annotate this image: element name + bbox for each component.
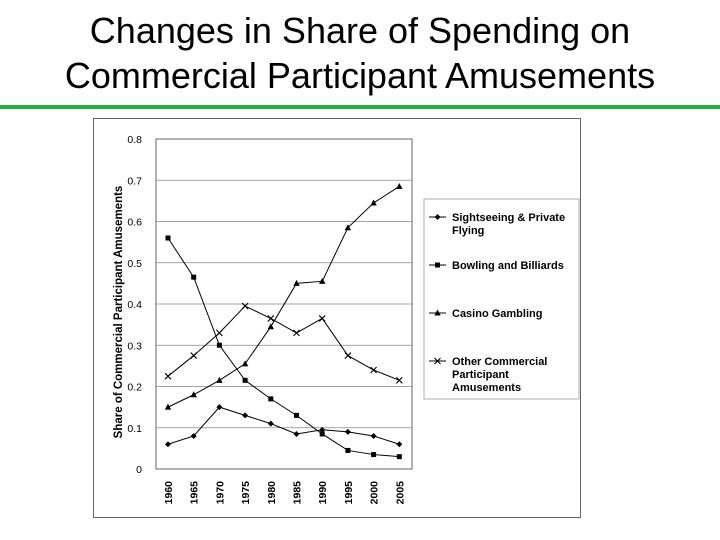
data-point-series-4 [293, 329, 300, 337]
data-point-series-3 [267, 323, 274, 330]
x-tick-label: 1970 [214, 481, 226, 505]
data-point-series-2 [345, 447, 351, 453]
legend-label: Amusements [452, 382, 521, 394]
x-tick-label: 1975 [240, 481, 252, 505]
data-point-series-3 [344, 224, 352, 231]
data-point-series-2 [216, 342, 222, 348]
x-tick-label: 1995 [343, 481, 355, 505]
series-line-4 [167, 305, 400, 381]
data-point-series-1 [242, 412, 249, 419]
data-point-series-4 [164, 372, 172, 380]
data-point-series-2 [242, 377, 248, 383]
data-point-series-1 [344, 428, 351, 435]
data-point-series-2 [268, 396, 274, 402]
data-point-series-4 [241, 302, 249, 310]
data-point-series-2 [396, 454, 402, 460]
chart-frame: 0 0.1 0.2 0.3 0.4 0.5 0.6 0.7 0.8 Share of Commer… [93, 118, 581, 518]
data-point-series-1 [165, 441, 171, 448]
y-tick-label: 0.1 [127, 423, 142, 435]
data-point-series-1 [396, 441, 403, 448]
data-point-series-3 [164, 403, 172, 410]
legend-label: Participant [452, 369, 509, 381]
x-tick-label: 1990 [317, 481, 329, 505]
y-tick-label: 0 [136, 464, 142, 476]
y-tick-label: 0.8 [127, 134, 142, 146]
series-line-2 [167, 237, 400, 458]
data-point-series-1 [370, 433, 377, 439]
y-tick-label: 0.7 [127, 175, 142, 187]
data-point-series-1 [190, 433, 197, 439]
y-axis-label: Share of Commercial Participant Amusemen… [113, 186, 125, 439]
x-tick-label: 2005 [394, 481, 406, 505]
legend-swatch-marker [434, 309, 441, 316]
data-point-series-2 [319, 431, 325, 437]
data-point-series-2 [371, 452, 377, 458]
data-point-series-1 [293, 430, 300, 437]
legend-label: Bowling and Billiards [452, 260, 564, 272]
legend-label: Other Commercial [452, 356, 547, 368]
legend-swatch-marker [435, 262, 440, 268]
data-point-series-4 [395, 376, 403, 384]
series-line-3 [167, 186, 400, 408]
legend-label: Sightseeing & Private [452, 212, 565, 224]
data-point-series-3 [370, 199, 377, 206]
x-tick-label: 1985 [292, 481, 304, 505]
data-point-series-3 [216, 376, 223, 383]
y-tick-label: 0.6 [127, 217, 142, 229]
legend-swatch-marker [434, 214, 441, 220]
legend-swatch-marker [434, 357, 441, 365]
page-title: Changes in Share of Spending on Commerci… [0, 8, 720, 98]
y-tick-label: 0.2 [127, 382, 142, 394]
y-tick-label: 0.4 [127, 299, 142, 311]
legend-box [423, 198, 580, 400]
title-divider [0, 105, 720, 109]
y-tick-label: 0.3 [127, 340, 142, 352]
legend-label: Casino Gambling [452, 308, 542, 320]
data-point-series-2 [165, 235, 171, 241]
data-point-series-3 [241, 360, 249, 367]
page-title-line-2: Commercial Participant Amusements [64, 55, 656, 96]
data-point-series-4 [267, 315, 275, 322]
x-tick-label: 1960 [163, 481, 175, 505]
x-tick-label: 2000 [369, 481, 381, 505]
data-point-series-2 [191, 274, 197, 280]
legend-label: Flying [452, 225, 484, 237]
data-point-series-3 [319, 277, 326, 284]
x-tick-label: 1965 [189, 481, 201, 505]
data-point-series-4 [216, 329, 223, 337]
page-title-line-1: Changes in Share of Spending on [89, 10, 631, 51]
data-point-series-2 [294, 412, 299, 418]
data-point-series-3 [293, 279, 300, 286]
data-point-series-3 [190, 391, 197, 398]
series-line-1 [167, 406, 400, 445]
data-point-series-4 [370, 366, 377, 374]
data-point-series-1 [216, 404, 223, 411]
x-tick-label: 1980 [266, 481, 278, 505]
data-point-series-4 [344, 352, 352, 359]
data-point-series-1 [267, 420, 274, 427]
data-point-series-4 [190, 352, 198, 359]
y-tick-label: 0.5 [127, 258, 142, 270]
data-point-series-4 [318, 315, 326, 322]
data-point-series-1 [319, 426, 326, 433]
line-chart: 0 0.1 0.2 0.3 0.4 0.5 0.6 0.7 0.8 Share of Commer… [113, 134, 580, 505]
data-point-series-3 [396, 182, 403, 189]
